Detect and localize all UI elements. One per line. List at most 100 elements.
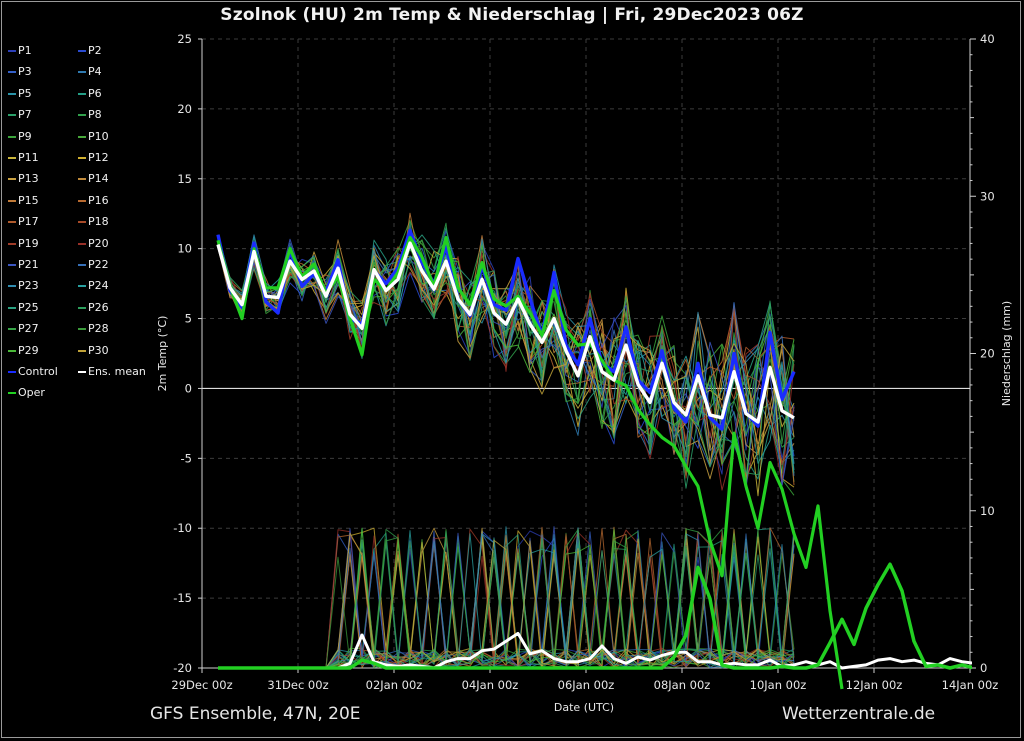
legend-swatch [78,71,86,74]
legend-swatch [8,221,16,224]
legend-label: P30 [88,343,109,357]
x-tick-label: 12Jan 00z [846,678,903,692]
y-tick-label: -20 [173,661,192,675]
legend-swatch [78,285,86,288]
y2-tick-label: 20 [980,347,995,361]
legend-entry: P4 [78,65,102,78]
member-temp-line-p21 [217,238,795,491]
x-tick-label: 10Jan 00z [750,678,807,692]
legend-label: P28 [88,322,109,336]
x-tick-label: 06Jan 00z [558,678,615,692]
legend-swatch [78,135,86,138]
legend-swatch [78,178,86,181]
legend-swatch [78,328,86,331]
legend-swatch [8,392,16,395]
legend-entry: P21 [8,258,39,271]
legend-entry: P6 [78,87,102,100]
member-temp-line-p30 [217,245,795,452]
legend-swatch [8,371,16,373]
member-temp-line-p13 [217,241,795,480]
oper-precip-line [218,562,972,670]
legend-label: P24 [88,279,109,293]
x-tick-label: 29Dec 00z [171,678,232,692]
legend-swatch [78,306,86,309]
legend-label: P8 [88,108,102,122]
legend-label: P10 [88,129,109,143]
legend-entry: P23 [8,279,39,292]
legend-swatch [8,285,16,288]
legend-swatch [8,71,16,74]
legend-label: P4 [88,65,102,79]
legend-entry: P30 [78,344,109,357]
legend-swatch [8,242,16,245]
mean-precip-line [218,631,972,670]
legend-label: P22 [88,258,109,271]
legend-entry: P28 [78,322,109,335]
legend-label: P13 [18,172,39,186]
legend-entry: Control [8,365,58,378]
footer-source: Wetterzentrale.de [782,704,936,724]
legend-label: P11 [18,151,39,164]
legend-entry: P24 [78,279,109,292]
legend-entry: P22 [78,258,109,271]
y2-tick-label: 0 [980,661,987,675]
legend-label: P1 [18,44,32,57]
legend-entry: Ens. mean [78,365,146,378]
legend-swatch [78,157,86,159]
legend-entry: P25 [8,301,39,314]
legend-label: P16 [88,193,109,207]
legend-swatch [8,328,16,331]
legend-label: P26 [88,300,109,314]
y-tick-label: 15 [177,172,192,186]
legend-label: Control [18,365,58,378]
legend-label: P12 [88,151,109,164]
legend-entry: P7 [8,108,32,121]
legend-swatch [8,264,16,266]
legend-entry: P19 [8,237,39,250]
x-tick-label: 31Dec 00z [267,678,328,692]
legend-swatch [8,135,16,138]
legend-label: P25 [18,300,39,314]
legend-entry: P27 [8,322,39,335]
y-axis-label: 2m Temp (°C) [156,316,169,392]
legend-swatch [8,157,16,159]
legend-entry: P3 [8,65,32,78]
legend-entry: P14 [78,172,109,185]
legend-entry: P29 [8,344,39,357]
legend-swatch [78,221,86,224]
legend-entry: P17 [8,215,39,228]
legend-swatch [8,306,16,309]
y-tick-label: 20 [177,102,192,116]
legend-label: P17 [18,215,39,229]
legend-label: P19 [18,236,39,250]
legend-entry: P8 [78,108,102,121]
oper-temp-line [216,235,844,690]
legend-swatch [8,50,16,52]
legend-label: P9 [18,129,32,143]
legend-label: P3 [18,65,32,79]
legend-label: P29 [18,343,39,357]
y2-tick-label: 40 [980,32,995,46]
legend-entry: Oper [8,386,45,399]
y-tick-label: -15 [173,591,192,605]
x-tick-label: 14Jan 00z [942,678,999,692]
legend-swatch [78,371,86,373]
y2-tick-label: 10 [980,504,995,518]
x-tick-label: 02Jan 00z [366,678,423,692]
legend-entry: P15 [8,194,39,207]
legend-entry: P16 [78,194,109,207]
y2-tick-label: 30 [980,189,995,203]
legend-label: P5 [18,86,32,100]
legend-swatch [8,92,16,95]
legend-label: P18 [88,215,109,229]
legend-entry: P26 [78,301,109,314]
y-tick-label: -10 [173,521,192,535]
legend-entry: P9 [8,130,32,143]
member-temp-line-p28 [217,238,795,451]
legend-label: P6 [88,86,102,100]
legend-entry: P11 [8,151,39,164]
legend-swatch [8,114,16,117]
legend-swatch [78,50,86,52]
legend-swatch [78,349,86,352]
legend-label: P27 [18,322,39,336]
